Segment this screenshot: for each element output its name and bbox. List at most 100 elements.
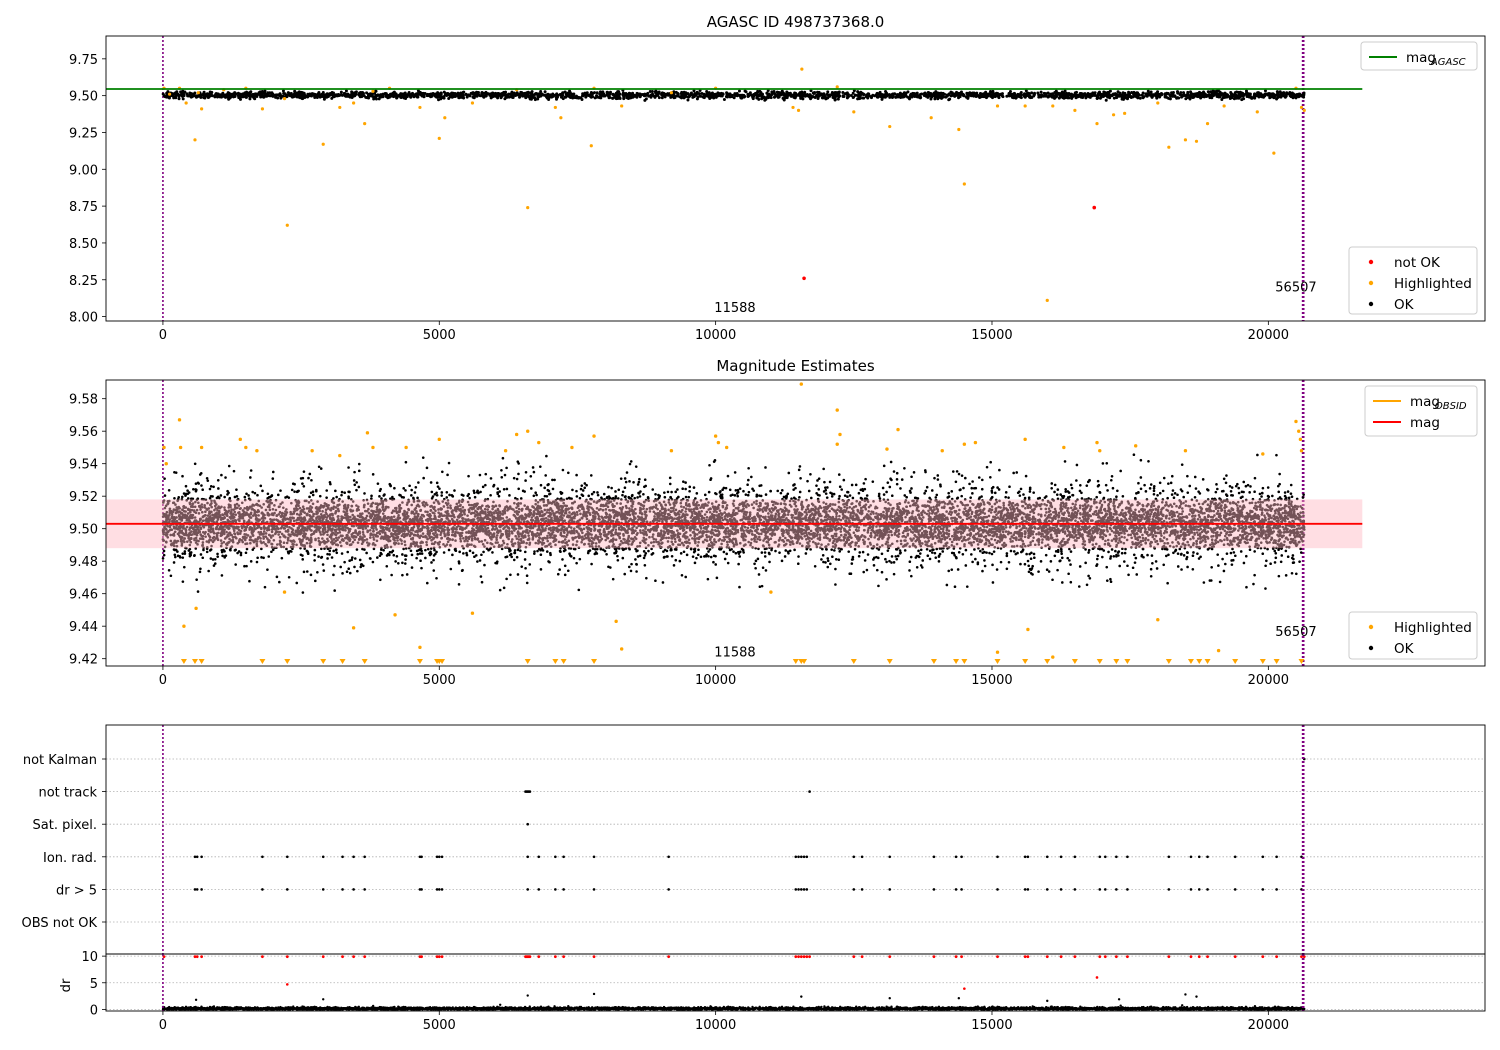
ok-point: [404, 93, 408, 97]
ok-point: [1193, 514, 1197, 518]
ok-point: [210, 94, 214, 98]
ok-point: [343, 93, 347, 97]
ok-point: [437, 94, 441, 98]
ok-point: [219, 93, 223, 97]
ok-point: [266, 492, 270, 496]
ok-point: [722, 98, 726, 102]
ok-point: [984, 96, 988, 100]
highlighted-point: [1073, 108, 1077, 112]
ok-point: [918, 93, 922, 97]
ok-point: [880, 97, 884, 101]
ok-point: [476, 92, 480, 96]
ok-point: [669, 95, 673, 99]
ok-point: [415, 92, 419, 96]
ok-point: [249, 90, 253, 94]
ok-point: [961, 552, 965, 556]
ok-point: [605, 546, 608, 549]
ok-point: [233, 549, 237, 552]
ok-point: [429, 92, 433, 96]
ok-point: [681, 92, 685, 96]
ok-point: [1220, 519, 1224, 523]
ok-point: [1166, 496, 1169, 500]
ok-point: [716, 91, 720, 95]
ok-point: [780, 89, 784, 93]
ok-point: [561, 91, 565, 95]
ok-point: [499, 92, 503, 96]
ok-point: [825, 496, 829, 499]
ok-point: [1199, 96, 1203, 100]
ok-point: [404, 97, 408, 101]
highlighted-point: [167, 92, 172, 96]
ok-point: [895, 482, 899, 486]
ok-point: [457, 92, 461, 96]
ok-point: [957, 93, 961, 97]
ok-point: [615, 91, 619, 95]
x-tick-label: 0: [159, 328, 167, 343]
highlighted-point: [888, 124, 892, 129]
ok-point: [764, 97, 768, 101]
y-tick-label: 8.75: [69, 200, 98, 215]
ok-point: [253, 93, 257, 97]
ok-point: [471, 91, 475, 95]
ok-point: [1115, 92, 1119, 96]
highlighted-point: [321, 142, 325, 146]
ok-point: [1043, 93, 1047, 97]
ok-point: [496, 94, 500, 98]
ok-point: [617, 488, 621, 492]
highlighted-point: [371, 89, 375, 93]
ok-point: [1295, 93, 1299, 97]
highlighted-point: [929, 116, 933, 120]
ok-point: [1116, 90, 1120, 94]
ok-point: [837, 91, 841, 95]
ok-point: [851, 91, 855, 95]
ok-point: [1302, 95, 1306, 99]
ok-point: [1278, 90, 1282, 94]
ok-point: [909, 93, 913, 97]
ok-point: [278, 92, 282, 96]
ok-point: [226, 95, 230, 99]
ok-point: [1129, 95, 1133, 99]
ok-point: [436, 91, 440, 95]
ok-point: [621, 493, 624, 497]
ok-point: [705, 89, 709, 93]
ok-point: [822, 93, 826, 97]
ok-point: [588, 93, 592, 97]
ok-point: [422, 95, 426, 99]
ok-point: [1014, 96, 1018, 100]
ok-point: [1281, 91, 1285, 95]
ok-point: [550, 95, 554, 99]
ok-point: [506, 94, 510, 98]
ok-point: [1145, 94, 1149, 98]
ok-point: [210, 90, 214, 94]
ok-point: [1141, 91, 1145, 95]
ok-point: [489, 493, 492, 497]
ok-point: [457, 96, 461, 100]
ok-point: [271, 92, 275, 96]
ok-point: [1110, 94, 1114, 98]
ok-point: [971, 94, 975, 98]
ok-point: [940, 93, 944, 97]
y-tick-label: 8.25: [69, 274, 98, 289]
not-ok-point: [1092, 205, 1097, 210]
ok-point: [702, 92, 706, 96]
ok-point: [484, 94, 488, 98]
ok-point: [165, 91, 169, 95]
ok-point: [1236, 95, 1240, 99]
highlighted-point: [559, 116, 563, 120]
ok-point: [995, 92, 999, 96]
ok-point: [647, 94, 651, 98]
ok-point: [720, 94, 724, 98]
ok-point: [502, 487, 506, 491]
ok-point: [439, 92, 443, 96]
ok-point: [1084, 93, 1088, 97]
ok-point: [629, 96, 633, 100]
ok-point: [308, 92, 312, 96]
ok-point: [312, 93, 316, 97]
ok-point: [950, 540, 954, 544]
ok-point: [955, 90, 959, 94]
ok-point: [709, 93, 713, 97]
ok-point: [747, 93, 751, 97]
ok-point: [815, 93, 819, 97]
ok-point: [854, 93, 858, 97]
ok-point: [938, 91, 942, 95]
